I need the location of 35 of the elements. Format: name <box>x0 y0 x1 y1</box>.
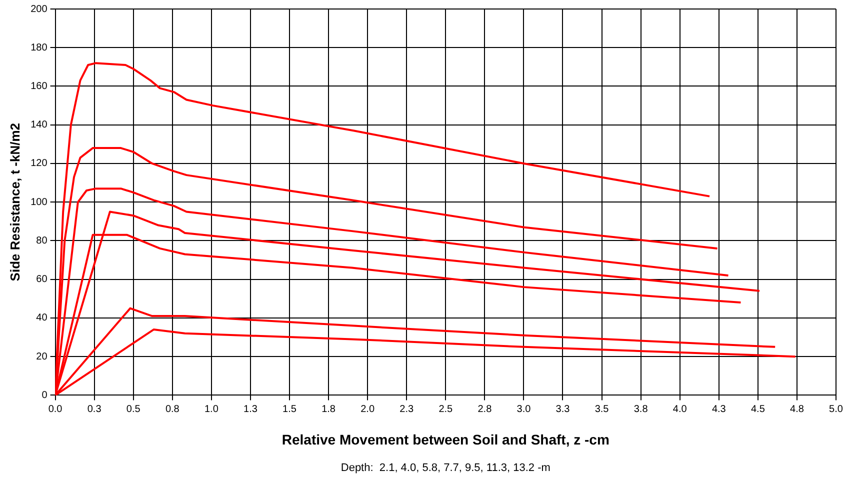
x-tick-label: 0.0 <box>48 404 63 415</box>
y-tick-label: 180 <box>30 42 48 54</box>
x-tick-label: 1.0 <box>204 404 219 415</box>
y-tick-label: 0 <box>42 390 48 401</box>
y-tick-label: 140 <box>30 120 48 131</box>
y-tick-label: 40 <box>36 312 48 324</box>
x-tick-label: 4.3 <box>712 404 726 415</box>
x-tick-label: 3.3 <box>556 404 570 415</box>
x-tick-label: 5.0 <box>829 404 844 415</box>
x-tick-label: 1.5 <box>282 404 297 415</box>
x-tick-label: 3.8 <box>634 404 648 415</box>
x-tick-label: 2.3 <box>400 404 414 415</box>
y-tick-label: 20 <box>36 351 48 362</box>
x-tick-label: 1.8 <box>322 404 336 415</box>
x-tick-label: 4.0 <box>672 404 688 415</box>
y-tick-label: 60 <box>36 274 48 286</box>
y-tick-label: 120 <box>30 158 48 170</box>
y-tick-label: 160 <box>30 80 48 92</box>
x-tick-label: 4.8 <box>790 404 804 415</box>
x-tick-label: 3.5 <box>594 404 610 415</box>
x-tick-label: 2.8 <box>478 404 492 415</box>
y-tick-label: 80 <box>36 235 48 246</box>
x-tick-label: 0.5 <box>126 404 141 415</box>
x-tick-label: 3.0 <box>516 404 532 415</box>
text: Depth: 2.1, 4.0, 5.8, 7.7, 9.5, 11.3, 13.2 -m <box>340 462 550 474</box>
x-tick-label: 1.3 <box>244 404 258 415</box>
x-tick-label: 2.0 <box>360 404 375 415</box>
y-tick-label: 200 <box>30 4 48 15</box>
x-tick-label: 0.3 <box>87 404 102 415</box>
x-axis-title: Relative Movement between Soil and Shaft, z -cm <box>282 431 610 448</box>
y-axis-title: Side Resistance, t -kN/m2 <box>7 122 22 282</box>
x-tick-label: 0.8 <box>165 404 180 415</box>
x-tick-label: 2.5 <box>438 404 454 415</box>
y-tick-label: 100 <box>30 196 48 208</box>
x-tick-label: 4.5 <box>750 404 766 415</box>
